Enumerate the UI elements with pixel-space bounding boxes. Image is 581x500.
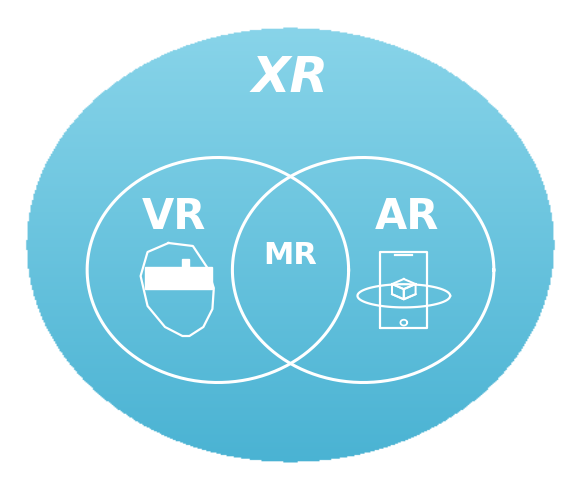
Polygon shape [182, 259, 189, 267]
Text: XR: XR [252, 54, 329, 102]
Text: MR: MR [264, 240, 317, 270]
Polygon shape [145, 267, 213, 289]
Text: VR: VR [142, 196, 206, 238]
Text: AR: AR [375, 196, 439, 238]
